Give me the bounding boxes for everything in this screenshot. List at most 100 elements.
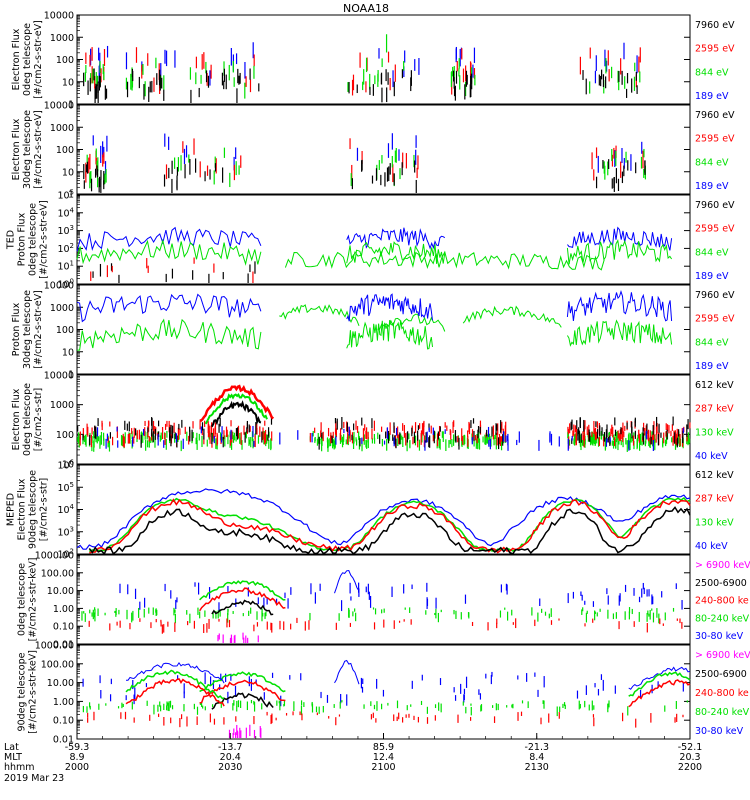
y-tick-label: 101 — [57, 260, 74, 273]
data-line — [334, 659, 360, 685]
legend-entry: 287 keV — [695, 404, 734, 415]
legend-entry: 2595 eV — [695, 314, 735, 325]
panel-frame — [76, 194, 691, 285]
legend-entry: 7960 eV — [695, 110, 735, 121]
x-tick-label-lat: -13.7 — [218, 742, 243, 753]
x-tick-label-hhmm: 2130 — [525, 762, 549, 773]
data-line — [566, 289, 673, 322]
y-tick-label: 0.10 — [53, 622, 74, 633]
y-tick-label: 103 — [57, 525, 74, 538]
y-axis-label: MEPEDElectron Flux90deg telescope[#/cm2-… — [6, 470, 50, 549]
y-tick-label: 1000 — [50, 303, 74, 314]
y-tick-label: 105 — [57, 481, 74, 494]
legend-entry: 2500-6900 — [695, 669, 747, 680]
data-line — [346, 227, 446, 250]
y-tick-label: 10 — [62, 347, 74, 358]
legend-entry: 30-80 keV — [695, 726, 744, 737]
x-tick-label-lat: -52.1 — [678, 742, 703, 753]
legend-entry: 7960 eV — [695, 290, 735, 301]
data-line — [211, 599, 274, 616]
data-line — [125, 662, 225, 684]
x-tick-label-hhmm: 2030 — [218, 762, 242, 773]
data-line — [77, 318, 262, 351]
legend-entry: 2595 eV — [695, 44, 735, 55]
legend-entry: 130 keV — [695, 427, 734, 438]
legend-entry: 30-80 keV — [695, 631, 744, 642]
x-tick-label-hhmm: 2100 — [371, 762, 395, 773]
legend-entry: 189 eV — [695, 181, 729, 192]
y-axis-label-line: [#/cm2-s-str-eV] — [33, 110, 44, 189]
legend-entry: 2595 eV — [695, 134, 735, 145]
y-tick-label: 102 — [57, 242, 74, 255]
data-line — [76, 293, 262, 323]
x-tick-label-lat: -59.3 — [65, 742, 90, 753]
y-tick-label: 106 — [57, 459, 74, 472]
y-tick-label: 10.00 — [47, 586, 74, 597]
y-axis-label-line: [#/cm2-s-str-keV] — [28, 558, 39, 642]
y-axis-label-line: TED — [6, 230, 17, 250]
x-tick-label-hhmm: 2200 — [678, 762, 702, 773]
y-axis-label-line: MEPED — [6, 493, 17, 526]
legend-entry: 40 keV — [695, 541, 728, 552]
panel-data-marks — [81, 569, 683, 643]
y-tick-label: 102 — [57, 548, 74, 561]
panel-frame — [76, 374, 691, 465]
y-tick-label: 10.00 — [47, 678, 74, 689]
data-line — [89, 498, 691, 554]
x-row-label: MLT — [4, 752, 22, 763]
data-line — [199, 580, 286, 601]
data-line — [334, 569, 360, 594]
y-tick-label: 104 — [57, 206, 74, 219]
y-tick-label: 100 — [56, 325, 74, 336]
y-axis-label-line: Proton Flux — [17, 212, 28, 266]
panel-meped-e-90: 102 103 104 105 106 MEPEDElectron Flux90deg t… — [6, 459, 735, 561]
y-axis-label-line: Electron Flux — [11, 118, 22, 180]
x-tick-label-lat: -21.3 — [524, 742, 549, 753]
data-line — [199, 671, 286, 693]
legend-entry: 612 keV — [695, 380, 734, 391]
y-axis-label: Proton Flux30deg telescope[#/cm2-s-str-e… — [11, 290, 44, 369]
y-tick-label: 10 — [62, 77, 74, 88]
data-line — [284, 250, 605, 271]
legend-entry: 2595 eV — [695, 224, 735, 235]
y-tick-label: 100 — [56, 145, 74, 156]
y-axis-label-line: 30deg telescope — [22, 290, 33, 369]
y-tick-label: 10000 — [44, 11, 74, 22]
y-axis-label: Electron Flux0deg telescope[#/cm2-s-str] — [11, 383, 44, 456]
y-axis-label-line: 90deg telescope — [17, 652, 28, 731]
x-tick-label-mlt: 20.3 — [679, 752, 700, 763]
y-tick-label: 103 — [57, 224, 74, 237]
legend-entry: 2500-6900 — [695, 578, 747, 589]
data-line — [462, 305, 562, 328]
y-tick-label: 10 — [62, 167, 74, 178]
y-tick-label: 100.00 — [41, 568, 74, 579]
data-line — [76, 488, 691, 550]
y-axis-label-line: [#/cm2-s-str-eV] — [39, 200, 50, 279]
data-line — [628, 671, 691, 697]
legend-entry: 80-240 keV — [695, 707, 750, 718]
legend-entry: 844 eV — [695, 67, 729, 78]
legend-entry: 7960 eV — [695, 200, 735, 211]
legend-entry: 287 keV — [695, 494, 734, 505]
y-tick-label: 1 — [68, 370, 74, 381]
x-tick-label-mlt: 8.9 — [69, 752, 84, 763]
x-tick-label-mlt: 20.4 — [220, 752, 241, 763]
y-axis-label-line: 30deg telescope — [22, 110, 33, 189]
legend-entry: 7960 eV — [695, 20, 735, 31]
legend-entry: > 6900 keV — [695, 650, 750, 661]
y-axis-label: Electron Flux0deg telescope[#/cm2-s-str-… — [11, 20, 44, 99]
y-axis-label-line: [#/cm2-s-str-keV] — [28, 650, 39, 734]
legend-entry: 130 keV — [695, 517, 734, 528]
y-tick-label: 1.00 — [53, 697, 74, 708]
y-axis-label-line: [#/cm2-s-str-eV] — [33, 290, 44, 369]
data-line — [88, 506, 691, 556]
y-axis-label: TEDProton Flux0deg telescope[#/cm2-s-str… — [6, 200, 50, 279]
data-line — [279, 304, 360, 326]
